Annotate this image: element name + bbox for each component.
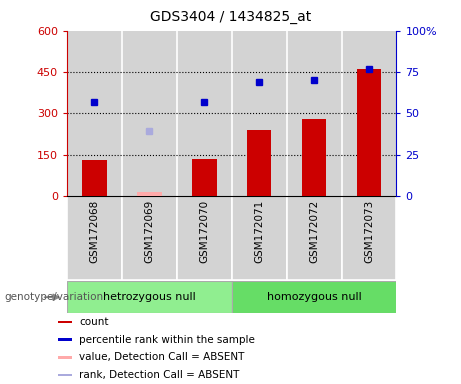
- Text: GSM172073: GSM172073: [364, 200, 374, 263]
- Text: value, Detection Call = ABSENT: value, Detection Call = ABSENT: [79, 353, 245, 362]
- Text: count: count: [79, 317, 109, 327]
- Text: GSM172070: GSM172070: [199, 200, 209, 263]
- Bar: [177, 196, 231, 280]
- Bar: [58, 374, 71, 376]
- Bar: [342, 31, 396, 196]
- Text: rank, Detection Call = ABSENT: rank, Detection Call = ABSENT: [79, 370, 240, 380]
- Bar: [82, 160, 106, 196]
- Bar: [137, 192, 162, 196]
- Bar: [231, 281, 396, 313]
- Bar: [58, 338, 71, 341]
- Bar: [58, 321, 71, 323]
- Bar: [58, 356, 71, 359]
- Bar: [122, 31, 177, 196]
- Bar: [247, 130, 272, 196]
- Text: GSM172069: GSM172069: [144, 200, 154, 263]
- Bar: [122, 196, 177, 280]
- Bar: [301, 119, 326, 196]
- Text: GDS3404 / 1434825_at: GDS3404 / 1434825_at: [150, 10, 311, 23]
- Bar: [67, 281, 231, 313]
- Bar: [357, 69, 381, 196]
- Bar: [192, 159, 217, 196]
- Text: homozygous null: homozygous null: [266, 292, 361, 302]
- Text: GSM172071: GSM172071: [254, 200, 264, 263]
- Bar: [177, 31, 231, 196]
- Text: hetrozygous null: hetrozygous null: [103, 292, 195, 302]
- Text: GSM172072: GSM172072: [309, 200, 319, 263]
- Bar: [342, 196, 396, 280]
- Text: GSM172068: GSM172068: [89, 200, 99, 263]
- Bar: [287, 196, 342, 280]
- Bar: [231, 196, 287, 280]
- Text: percentile rank within the sample: percentile rank within the sample: [79, 334, 255, 344]
- Bar: [231, 31, 287, 196]
- Bar: [67, 196, 122, 280]
- Text: genotype/variation: genotype/variation: [5, 292, 104, 302]
- Bar: [67, 31, 122, 196]
- Bar: [287, 31, 342, 196]
